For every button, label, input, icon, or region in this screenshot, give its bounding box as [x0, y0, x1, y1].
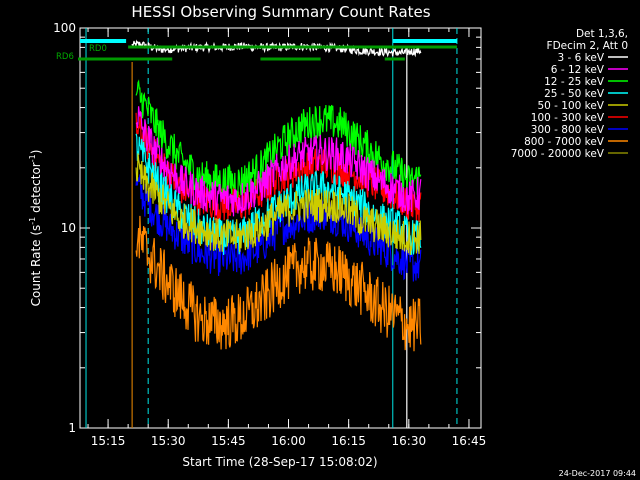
legend-entry-label: 6 - 12 keV	[551, 64, 605, 76]
flag-label-rd0: RD0	[89, 44, 107, 54]
x-tick-label: 15:15	[91, 434, 126, 448]
x-tick-label: 15:30	[151, 434, 186, 448]
legend-entry-label: 25 - 50 keV	[544, 88, 605, 100]
series-layer	[131, 39, 422, 352]
legend-header-line: FDecim 2, Att 0	[547, 40, 628, 52]
legend-entry-label: 100 - 300 keV	[531, 112, 605, 124]
series-line	[135, 79, 422, 200]
series-line	[135, 153, 422, 256]
x-tick-label: 16:15	[331, 434, 366, 448]
x-axis-label: Start Time (28-Sep-17 15:08:02)	[182, 455, 377, 469]
legend-entry-label: 800 - 7000 keV	[524, 136, 605, 148]
series-line	[135, 106, 422, 217]
legend-entry-label: 50 - 100 keV	[537, 100, 604, 112]
x-tick-label: 15:45	[211, 434, 246, 448]
y-tick-label: 1	[68, 421, 76, 435]
legend-header-line: Det 1,3,6,	[576, 28, 628, 40]
flag-label-rd6: RD6	[56, 52, 74, 62]
legend-entry-label: 3 - 6 keV	[557, 52, 604, 64]
x-axis: 15:15 15:30 15:45 16:00 16:15 16:30 16:45	[87, 28, 487, 448]
legend-entry-label: 12 - 25 keV	[544, 76, 605, 88]
date-stamp: 24-Dec-2017 09:44	[559, 469, 636, 478]
chart-title: HESSI Observing Summary Count Rates	[131, 3, 430, 21]
y-axis-label: Count Rate (s-1 detector-1)	[28, 150, 43, 307]
x-tick-label: 16:30	[392, 434, 427, 448]
legend-entry-label: 300 - 800 keV	[531, 124, 605, 136]
flags-layer: RD0 RD6	[56, 39, 457, 62]
series-line	[135, 215, 422, 352]
y-tick-label: 10	[61, 221, 76, 235]
x-tick-label: 16:45	[452, 434, 487, 448]
legend-entry-label: 7000 - 20000 keV	[511, 148, 605, 160]
x-tick-label: 16:00	[271, 434, 306, 448]
y-tick-label: 100	[53, 21, 76, 35]
